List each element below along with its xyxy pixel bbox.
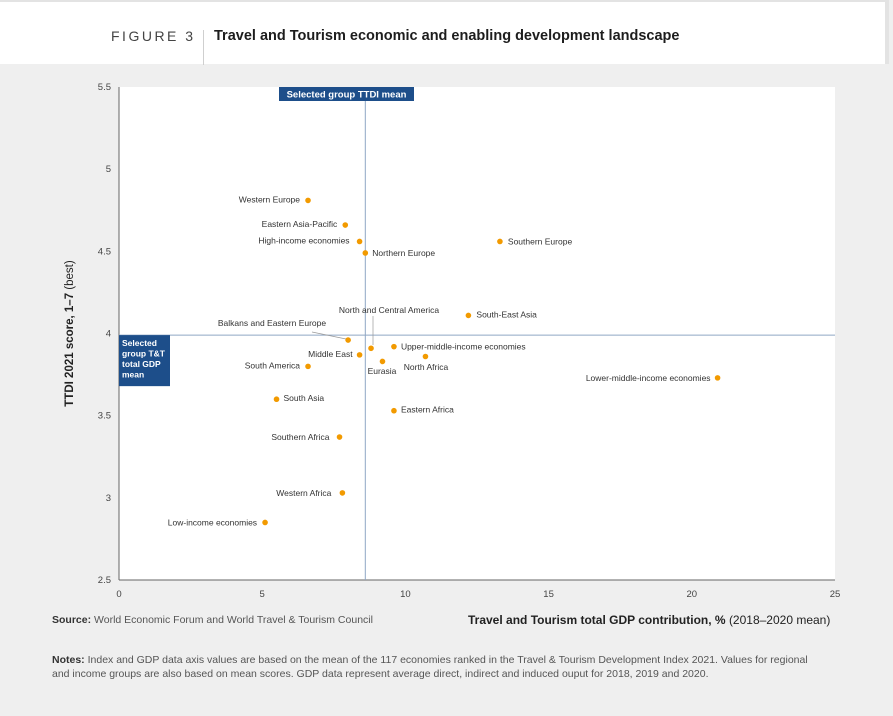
data-point-label: Low-income economies — [168, 517, 257, 527]
x-tick-label: 0 — [116, 589, 121, 600]
y-axis-title-main: TTDI 2021 score, 1–7 — [64, 290, 76, 407]
mean-x-label: Selected group TTDI mean — [287, 90, 407, 101]
data-point — [342, 222, 349, 228]
mean-y-label-line: mean — [122, 370, 144, 380]
data-point-label: North Africa — [404, 362, 449, 372]
y-axis-title: TTDI 2021 score, 1–7 (best) — [64, 260, 76, 407]
y-tick-label: 5 — [106, 164, 111, 175]
plot-area — [119, 87, 835, 580]
data-point — [379, 358, 386, 365]
y-tick-label: 3.5 — [98, 411, 111, 422]
x-tick-label: 20 — [687, 589, 698, 600]
data-point-label: Lower-middle-income economies — [586, 373, 711, 383]
data-point-label: Northern Europe — [372, 248, 435, 258]
x-tick-label: 15 — [543, 589, 554, 600]
data-point — [362, 250, 369, 256]
figure-label: FIGURE 3 — [111, 28, 196, 44]
x-axis-title: Travel and Tourism total GDP contributio… — [468, 613, 830, 627]
data-point-label: Upper-middle-income economies — [401, 342, 526, 352]
source-note: Source: World Economic Forum and World T… — [52, 614, 373, 626]
data-point-label: Middle East — [308, 349, 353, 359]
data-point-label: Western Africa — [276, 488, 331, 498]
notes-text: Index and GDP data axis values are based… — [52, 654, 808, 680]
x-tick-label: 5 — [260, 589, 265, 600]
mean-y-label-box — [119, 335, 170, 387]
data-point — [714, 375, 721, 381]
mean-y-label-line: total GDP — [122, 359, 161, 369]
figure-title: Travel and Tourism economic and enabling… — [214, 28, 680, 44]
data-point — [368, 345, 374, 352]
data-point — [262, 519, 268, 526]
x-axis-title-main: Travel and Tourism total GDP contributio… — [468, 613, 726, 627]
x-tick-label: 10 — [400, 589, 411, 600]
data-point-label: Eastern Africa — [401, 405, 454, 415]
mean-y-label-line: group T&T — [122, 349, 166, 359]
data-point — [465, 312, 472, 319]
notes: Notes: Index and GDP data axis values ar… — [52, 653, 812, 681]
source-label: Source: — [52, 614, 92, 626]
data-point-label: Balkans and Eastern Europe — [218, 318, 326, 328]
data-point — [497, 238, 503, 245]
data-point — [422, 353, 429, 360]
data-point-label: South-East Asia — [476, 309, 537, 319]
data-point-label: South America — [245, 360, 301, 370]
y-tick-label: 5.5 — [98, 82, 111, 93]
data-point-label: Eurasia — [368, 366, 397, 376]
y-axis-title-note: (best) — [64, 260, 76, 290]
data-point — [391, 343, 397, 350]
data-point — [336, 434, 343, 440]
data-point — [305, 197, 311, 204]
data-point — [305, 363, 311, 370]
data-point — [356, 238, 363, 245]
data-point — [339, 490, 346, 496]
notes-label: Notes: — [52, 654, 85, 666]
data-point-label: Eastern Asia-Pacific — [262, 219, 338, 229]
y-tick-label: 2.5 — [98, 575, 111, 586]
header-divider — [203, 30, 204, 65]
data-point-label: High-income economies — [258, 235, 349, 245]
leader-line — [311, 331, 347, 340]
x-tick-label: 25 — [830, 589, 841, 600]
data-point — [356, 352, 363, 358]
y-tick-label: 4 — [106, 329, 111, 340]
data-point-label: North and Central America — [339, 305, 439, 315]
y-tick-label: 4.5 — [98, 246, 111, 257]
data-point-label: Western Europe — [239, 194, 301, 204]
data-point — [391, 407, 397, 414]
x-axis-title-note: (2018–2020 mean) — [728, 613, 831, 627]
source-text: World Economic Forum and World Travel & … — [94, 614, 373, 626]
data-point — [273, 396, 280, 403]
mean-x-label-box — [279, 87, 414, 101]
data-point-label: South Asia — [284, 393, 325, 403]
figure-header: FIGURE 3 Travel and Tourism economic and… — [0, 0, 889, 65]
y-tick-label: 3 — [106, 493, 111, 504]
mean-y-label-line: Selected — [122, 338, 157, 348]
data-point-label: Southern Africa — [271, 432, 329, 442]
data-point-label: Southern Europe — [508, 236, 573, 246]
data-point — [345, 337, 351, 343]
